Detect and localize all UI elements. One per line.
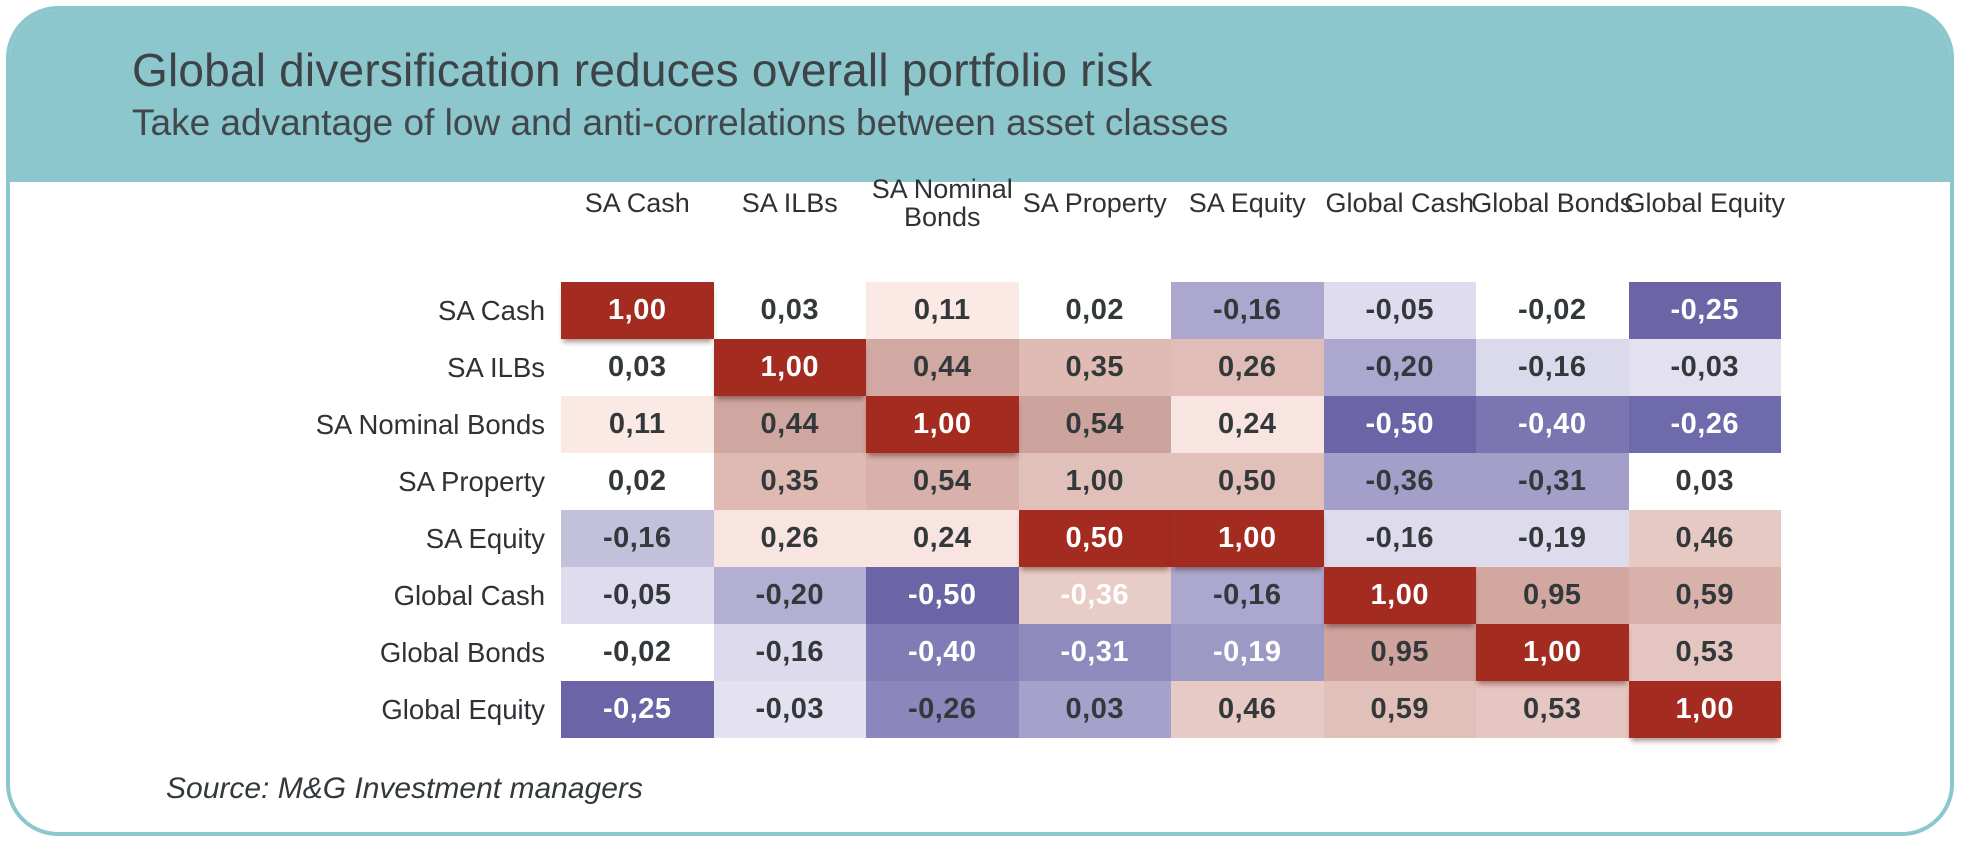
source-note: Source: M&G Investment managers [166, 772, 643, 805]
matrix-cell: 0,59 [1628, 567, 1781, 624]
matrix-cell: 0,24 [866, 510, 1019, 567]
matrix-row-label: SA ILBs [447, 351, 545, 383]
matrix-cell: 0,35 [1018, 339, 1171, 396]
matrix-row-label: Global Bonds [379, 636, 545, 668]
matrix-cell: 0,50 [1171, 453, 1324, 510]
matrix-cell: -0,02 [1476, 282, 1629, 339]
matrix-row-label: Global Equity [381, 693, 545, 725]
matrix-cell: 1,00 [1171, 510, 1324, 567]
matrix-cell: -0,16 [1476, 339, 1629, 396]
matrix-cell: -0,19 [1476, 510, 1629, 567]
matrix-cell: -0,50 [866, 567, 1019, 624]
page-subtitle: Take advantage of low and anti-correlati… [132, 101, 1229, 143]
chart-card: Global diversification reduces overall p… [6, 6, 1954, 836]
matrix-cell: 0,26 [1171, 339, 1324, 396]
matrix-cell: 0,11 [561, 396, 714, 453]
matrix-cell: 0,53 [1476, 681, 1629, 738]
matrix-cell: 0,50 [1018, 510, 1171, 567]
matrix-cell: 0,54 [1018, 396, 1171, 453]
matrix-cell: 0,46 [1171, 681, 1324, 738]
matrix-cell: 0,54 [866, 453, 1019, 510]
matrix-cell: 0,35 [713, 453, 866, 510]
matrix-cell: -0,19 [1171, 624, 1324, 681]
page-title: Global diversification reduces overall p… [132, 44, 1153, 97]
matrix-cell: -0,26 [1628, 396, 1781, 453]
matrix-cell: 0,95 [1323, 624, 1476, 681]
matrix-cell: 0,59 [1323, 681, 1476, 738]
matrix-column-header: Global Equity [1624, 188, 1786, 219]
matrix-cell: 0,11 [866, 282, 1019, 339]
matrix-cell: -0,26 [866, 681, 1019, 738]
matrix-cell: -0,02 [561, 624, 714, 681]
matrix-row-label: SA Property [398, 465, 545, 497]
matrix-cell: -0,20 [713, 567, 866, 624]
matrix-cell: -0,20 [1323, 339, 1476, 396]
matrix-cell: -0,16 [1323, 510, 1476, 567]
matrix-cell: -0,31 [1476, 453, 1629, 510]
matrix-row-label: SA Nominal Bonds [315, 408, 545, 440]
matrix-cell: -0,40 [866, 624, 1019, 681]
matrix-cell: 1,00 [1323, 567, 1476, 624]
matrix-cell: 0,03 [561, 339, 714, 396]
matrix-cell: -0,40 [1476, 396, 1629, 453]
matrix-cell: -0,25 [1628, 282, 1781, 339]
matrix-column-header: SA Nominal Bonds [871, 174, 1013, 232]
matrix-cell: 0,53 [1628, 624, 1781, 681]
matrix-cell: 0,44 [713, 396, 866, 453]
matrix-cell: 0,24 [1171, 396, 1324, 453]
matrix-cell: -0,50 [1323, 396, 1476, 453]
matrix-cell: 0,26 [713, 510, 866, 567]
matrix-row-label: Global Cash [393, 579, 545, 611]
matrix-cell: -0,16 [561, 510, 714, 567]
matrix-cell: 0,02 [561, 453, 714, 510]
matrix-cell: 0,95 [1476, 567, 1629, 624]
matrix-cell: 1,00 [561, 282, 714, 339]
matrix-cell: -0,05 [1323, 282, 1476, 339]
matrix-cell: -0,31 [1018, 624, 1171, 681]
matrix-cell: -0,25 [561, 681, 714, 738]
matrix-column-header: Global Cash [1325, 188, 1475, 219]
matrix-column-header: SA Equity [1188, 188, 1306, 219]
matrix-row-label: SA Cash [437, 294, 545, 326]
matrix-cell: 0,44 [866, 339, 1019, 396]
matrix-cell: 0,03 [1628, 453, 1781, 510]
matrix-cell: -0,16 [713, 624, 866, 681]
matrix-table: SA Cash 1,00 0,03 0,11 0,02 -0,16 -0,05 -0,02 -0… [116, 282, 1781, 738]
matrix-cell: 0,03 [713, 282, 866, 339]
matrix-cell: -0,16 [1171, 282, 1324, 339]
matrix-cell: -0,03 [713, 681, 866, 738]
matrix-cell: 0,46 [1628, 510, 1781, 567]
matrix-cell: 1,00 [713, 339, 866, 396]
matrix-cell: 1,00 [1018, 453, 1171, 510]
matrix-column-header: SA ILBs [741, 188, 838, 219]
matrix-cell: 0,02 [1018, 282, 1171, 339]
matrix-cell: 0,03 [1018, 681, 1171, 738]
matrix-column-headers: SA Cash SA ILBs SA Nominal Bonds SA Propert… [561, 174, 1786, 234]
matrix-cell: -0,36 [1018, 567, 1171, 624]
matrix-cell: -0,03 [1628, 339, 1781, 396]
matrix-cell: -0,36 [1323, 453, 1476, 510]
matrix-cell: 1,00 [1476, 624, 1629, 681]
matrix-column-header: SA Cash [584, 188, 690, 219]
chart-header-band: Global diversification reduces overall p… [10, 10, 1950, 182]
matrix-column-header: Global Bonds [1471, 188, 1634, 219]
matrix-cell: -0,05 [561, 567, 714, 624]
matrix-row-label: SA Equity [425, 522, 545, 554]
matrix-cell: 1,00 [866, 396, 1019, 453]
matrix-column-header: SA Property [1022, 188, 1167, 219]
matrix-cell: -0,16 [1171, 567, 1324, 624]
matrix-cell: 1,00 [1628, 681, 1781, 738]
